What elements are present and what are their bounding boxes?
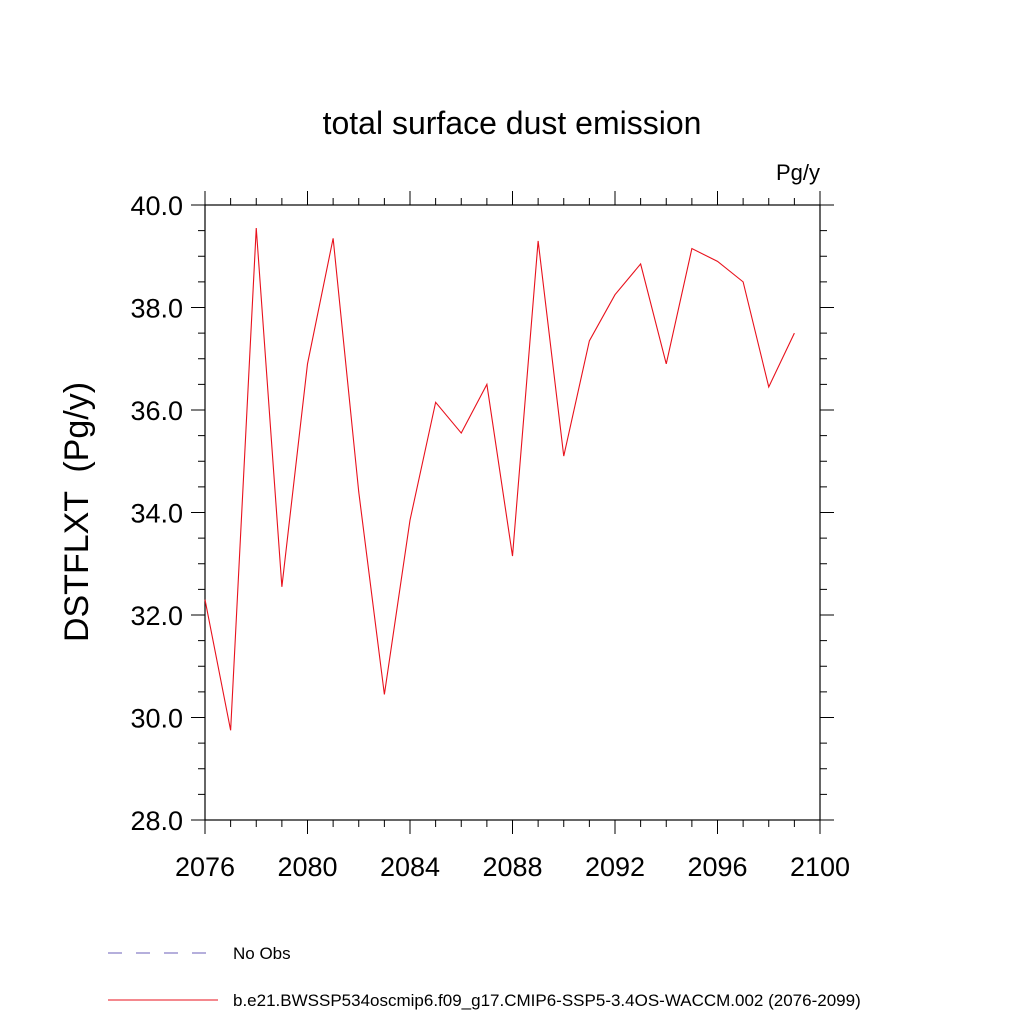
x-tick-label: 2092 bbox=[585, 852, 645, 882]
x-tick-label: 2076 bbox=[175, 852, 235, 882]
y-tick-label: 38.0 bbox=[130, 294, 183, 324]
x-tick-label: 2084 bbox=[380, 852, 440, 882]
plot-frame bbox=[204, 204, 821, 821]
y-tick-label: 28.0 bbox=[130, 806, 183, 836]
y-tick-label: 40.0 bbox=[130, 191, 183, 221]
series-line bbox=[204, 228, 795, 731]
y-tick-label: 32.0 bbox=[130, 601, 183, 631]
y-axis-ticks bbox=[191, 204, 834, 821]
x-tick-label: 2088 bbox=[482, 852, 542, 882]
x-tick-label: 2096 bbox=[687, 852, 747, 882]
x-axis-tick-labels: 2076 2080 2084 2088 2092 2096 2100 bbox=[175, 852, 850, 882]
units-label: Pg/y bbox=[776, 160, 820, 185]
legend-label-no-obs: No Obs bbox=[233, 944, 291, 963]
x-axis-ticks bbox=[204, 191, 821, 834]
chart-title: total surface dust emission bbox=[323, 105, 702, 141]
y-tick-label: 34.0 bbox=[130, 499, 183, 529]
y-tick-label: 30.0 bbox=[130, 704, 183, 734]
x-tick-label: 2100 bbox=[790, 852, 850, 882]
series-lines bbox=[204, 228, 795, 731]
legend: No Obs b.e21.BWSSP534oscmip6.f09_g17.CMI… bbox=[108, 944, 861, 1010]
y-axis-label: DSTFLXT (Pg/y) bbox=[58, 382, 96, 642]
y-axis-tick-labels: 28.0 30.0 32.0 34.0 36.0 38.0 40.0 bbox=[130, 191, 183, 836]
y-tick-label: 36.0 bbox=[130, 396, 183, 426]
x-tick-label: 2080 bbox=[277, 852, 337, 882]
legend-label-model-run: b.e21.BWSSP534oscmip6.f09_g17.CMIP6-SSP5… bbox=[233, 991, 861, 1010]
